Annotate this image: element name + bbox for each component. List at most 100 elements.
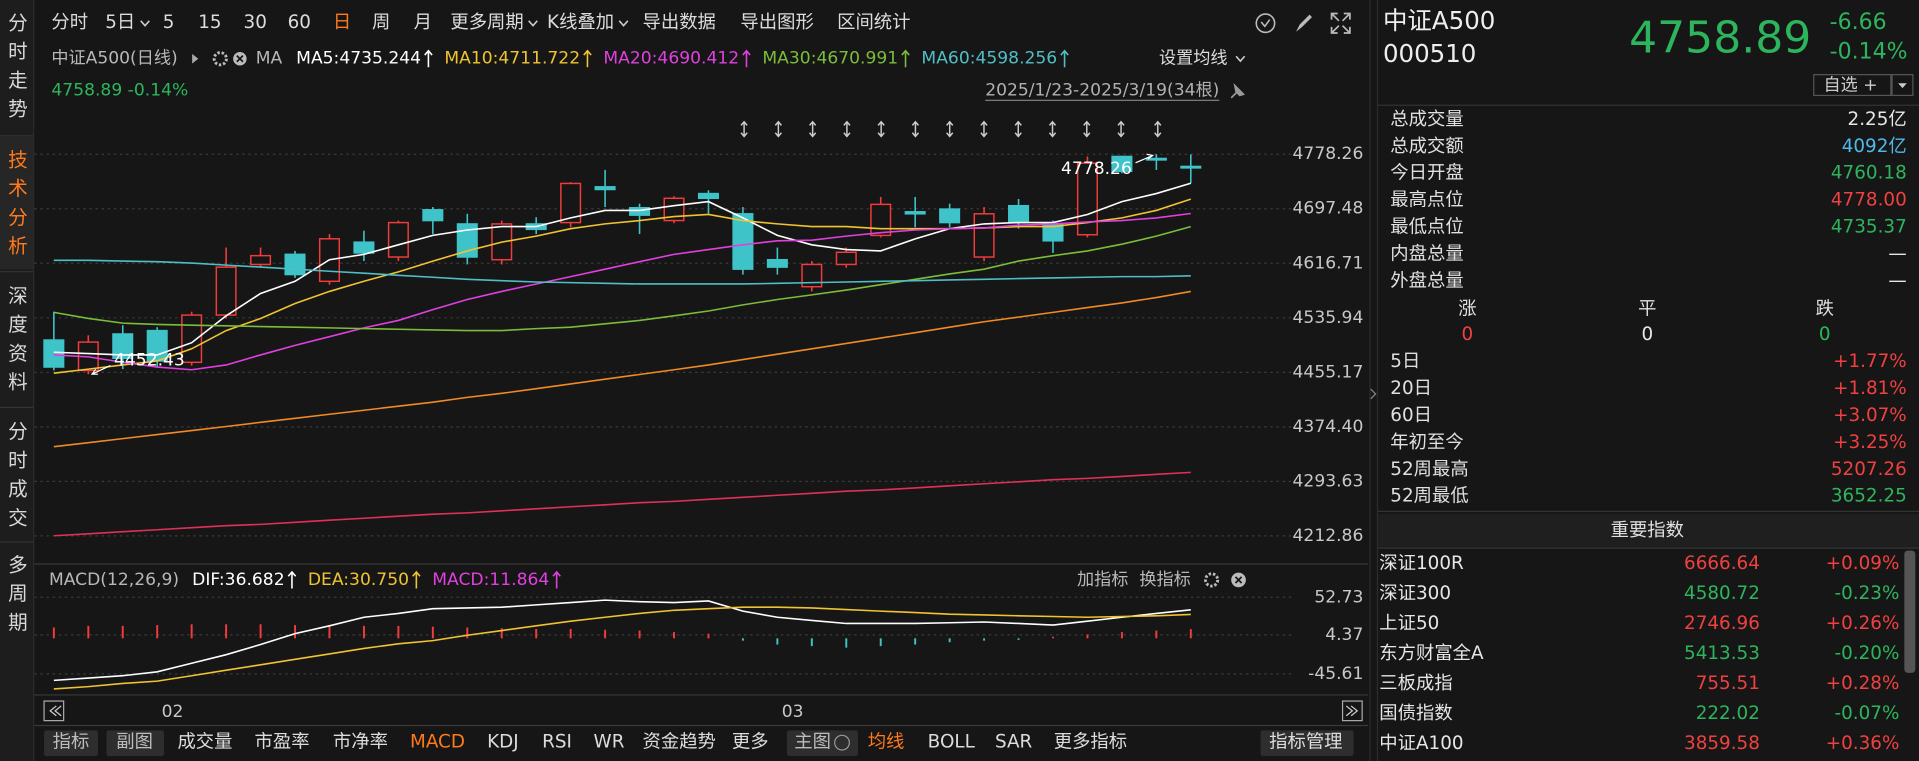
ma-line — [53, 259, 1191, 285]
tab[interactable]: 市盈率 — [255, 732, 310, 753]
icon-expand-ma[interactable] — [192, 53, 199, 64]
toolbar-item[interactable]: K线叠加 — [547, 12, 614, 33]
panel-handle[interactable] — [1370, 388, 1377, 400]
period-label: 52周最低 — [1390, 486, 1468, 507]
tab[interactable]: 资金趋势 — [643, 732, 716, 753]
y-tick-label: 4293.63 — [1293, 471, 1364, 491]
toolbar-item[interactable]: 分时 — [51, 12, 88, 33]
extreme-label: 4778.26 — [1061, 159, 1132, 179]
tab-box — [1260, 730, 1354, 757]
tab[interactable]: RSI — [542, 732, 572, 753]
scroll-left[interactable] — [43, 700, 65, 722]
marker-icon — [1154, 120, 1162, 138]
tab[interactable]: 指标 — [53, 732, 90, 753]
trend-arrow — [583, 49, 592, 68]
toolbar-item[interactable]: 15 — [198, 12, 221, 33]
toolbar-item[interactable]: 导出图形 — [740, 12, 813, 33]
candle-body — [870, 203, 892, 237]
tab[interactable]: SAR — [995, 732, 1033, 753]
sidebar-tab[interactable]: 分时走势 — [4, 12, 27, 127]
macd-title: MACD(12,26,9) — [49, 570, 179, 590]
toolbar-item[interactable]: 区间统计 — [837, 12, 910, 33]
index-value: 755.51 — [1696, 673, 1760, 694]
quote-price: 4758.89 — [1629, 12, 1811, 63]
candle-body — [904, 211, 926, 215]
period-label: 20日 — [1390, 378, 1432, 399]
period-value: +1.77% — [1833, 351, 1907, 372]
legend-entry: MA60:4598.256 — [921, 49, 1057, 69]
tab[interactable]: 更多 — [732, 732, 769, 753]
toolbar-item[interactable]: 30 — [244, 12, 267, 33]
index-value: 5413.53 — [1684, 643, 1760, 664]
candle-body — [732, 213, 754, 270]
tab[interactable]: WR — [594, 732, 625, 753]
period-value: +3.07% — [1833, 405, 1907, 426]
sidebar-tab[interactable]: 深度资料 — [4, 285, 27, 400]
legend-entry: DEA:30.750 — [308, 570, 409, 590]
legend-entry: MA30:4670.991 — [762, 49, 898, 69]
candle-body — [353, 241, 375, 254]
icon-gear[interactable] — [212, 51, 228, 67]
icon-check[interactable] — [1255, 13, 1276, 34]
trend-arrow — [424, 49, 433, 68]
icon-close-x — [1234, 576, 1243, 584]
stat-value: 4092亿 — [1842, 136, 1907, 157]
watch-button[interactable] — [1813, 74, 1892, 97]
toolbar-item[interactable]: 导出数据 — [643, 12, 716, 33]
icon-expand[interactable] — [1330, 12, 1351, 34]
tab[interactable]: BOLL — [928, 732, 976, 753]
marker-icon — [774, 120, 782, 138]
ma-line — [53, 225, 1192, 332]
icon-pin[interactable] — [1230, 83, 1246, 99]
tab[interactable]: 市净率 — [333, 732, 388, 753]
sidebar-active — [0, 137, 34, 270]
change-indicator[interactable]: 换指标 — [1139, 570, 1190, 590]
tab[interactable]: 成交量 — [177, 732, 232, 753]
toolbar-item[interactable]: 5日 — [105, 12, 135, 33]
period-label: 60日 — [1390, 405, 1432, 426]
tab-active[interactable]: 均线 — [868, 732, 905, 753]
x-tick-label: 02 — [162, 702, 184, 722]
candle-body — [766, 258, 788, 268]
extreme-label: 4452.43 — [114, 351, 185, 371]
icon-brush[interactable] — [1296, 14, 1312, 32]
icon-help[interactable] — [834, 734, 850, 751]
marker-icon — [740, 120, 748, 138]
toolbar-item[interactable]: 5 — [163, 12, 175, 33]
tab[interactable]: 副图 — [116, 732, 153, 753]
icon-check-mark — [1260, 19, 1271, 28]
candle-body — [801, 263, 823, 288]
scrollbar[interactable] — [1904, 550, 1916, 673]
candle-body — [1076, 162, 1098, 236]
period-label: 年初至今 — [1390, 432, 1463, 453]
stat-label: 今日开盘 — [1390, 163, 1463, 184]
stat-value: — — [1888, 243, 1906, 264]
period-label: 5日 — [1390, 351, 1420, 372]
sidebar-tab[interactable]: 分时成交 — [4, 421, 27, 536]
add-indicator[interactable]: 加指标 — [1077, 570, 1128, 590]
date-range[interactable]: 2025/1/23-2025/3/19(34根) — [985, 81, 1219, 101]
index-change: +0.09% — [1826, 553, 1900, 574]
watch-menu[interactable] — [1891, 74, 1914, 97]
tab-active[interactable]: MACD — [410, 732, 465, 753]
marker-icon — [877, 120, 885, 138]
sidebar-tab[interactable]: 多周期 — [4, 554, 27, 640]
tab[interactable]: KDJ — [487, 732, 519, 753]
toolbar-item[interactable]: 周 — [372, 12, 390, 33]
toolbar-item-active[interactable]: 日 — [333, 12, 351, 33]
sidebar-tab[interactable]: 技术分析 — [4, 149, 27, 264]
scroll-right[interactable] — [1341, 700, 1363, 722]
toolbar-item[interactable]: 更多周期 — [450, 12, 523, 33]
tab[interactable]: 主图 — [794, 732, 831, 753]
y-tick-label: 4697.48 — [1293, 199, 1364, 219]
toolbar-item[interactable]: 月 — [414, 12, 432, 33]
legend-entry: MA20:4690.412 — [603, 49, 739, 69]
tab[interactable]: 指标管理 — [1269, 732, 1342, 753]
toolbar-item[interactable]: 60 — [288, 12, 311, 33]
candle-body — [215, 266, 237, 316]
breadth-value: 0 — [1462, 324, 1474, 345]
ma-settings[interactable]: 设置均线 — [1159, 49, 1228, 69]
tab[interactable]: 更多指标 — [1054, 732, 1127, 753]
macd-line — [53, 606, 1191, 690]
